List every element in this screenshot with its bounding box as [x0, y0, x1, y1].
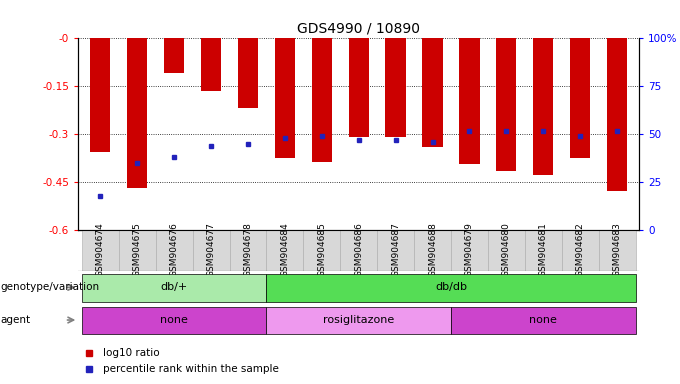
Bar	[267, 274, 636, 302]
Text: none: none	[529, 315, 557, 325]
Text: GSM904681: GSM904681	[539, 222, 547, 277]
Bar	[525, 230, 562, 271]
Bar	[230, 230, 267, 271]
Bar	[451, 307, 636, 334]
Bar	[90, 38, 110, 152]
Text: GSM904684: GSM904684	[280, 222, 290, 277]
Bar	[192, 230, 230, 271]
Bar	[119, 230, 156, 271]
Text: GSM904674: GSM904674	[96, 222, 105, 277]
Text: GSM904677: GSM904677	[207, 222, 216, 277]
Text: GSM904676: GSM904676	[170, 222, 179, 277]
Bar	[275, 38, 295, 158]
Text: percentile rank within the sample: percentile rank within the sample	[103, 364, 279, 374]
Text: GSM904678: GSM904678	[243, 222, 252, 277]
Bar	[267, 230, 303, 271]
Text: GSM904682: GSM904682	[576, 222, 585, 277]
Text: agent: agent	[1, 315, 31, 325]
Text: GSM904680: GSM904680	[502, 222, 511, 277]
Bar	[201, 38, 221, 91]
Bar	[598, 230, 636, 271]
Bar	[82, 274, 267, 302]
Bar	[607, 38, 627, 191]
Bar	[422, 38, 443, 147]
Title: GDS4990 / 10890: GDS4990 / 10890	[297, 22, 420, 36]
Bar	[377, 230, 414, 271]
Bar	[82, 230, 119, 271]
Bar	[156, 230, 192, 271]
Text: GSM904675: GSM904675	[133, 222, 141, 277]
Bar	[459, 38, 479, 164]
Text: db/db: db/db	[435, 282, 467, 292]
Bar	[451, 230, 488, 271]
Bar	[238, 38, 258, 108]
Bar	[164, 38, 184, 73]
Bar	[303, 230, 340, 271]
Text: GSM904679: GSM904679	[465, 222, 474, 277]
Text: log10 ratio: log10 ratio	[103, 348, 160, 358]
Text: rosiglitazone: rosiglitazone	[323, 315, 394, 325]
Bar	[349, 38, 369, 137]
Bar	[267, 307, 451, 334]
Text: GSM904687: GSM904687	[391, 222, 400, 277]
Bar	[386, 38, 406, 137]
Text: genotype/variation: genotype/variation	[1, 282, 100, 292]
Text: GSM904688: GSM904688	[428, 222, 437, 277]
Bar	[562, 230, 598, 271]
Bar	[82, 307, 267, 334]
Bar	[127, 38, 148, 188]
Text: GSM904683: GSM904683	[613, 222, 622, 277]
Bar	[311, 38, 332, 162]
Bar	[496, 38, 517, 170]
Bar	[340, 230, 377, 271]
Bar	[570, 38, 590, 158]
Bar	[488, 230, 525, 271]
Text: none: none	[160, 315, 188, 325]
Bar	[533, 38, 554, 175]
Text: GSM904686: GSM904686	[354, 222, 363, 277]
Text: GSM904685: GSM904685	[318, 222, 326, 277]
Bar	[414, 230, 451, 271]
Text: db/+: db/+	[160, 282, 188, 292]
